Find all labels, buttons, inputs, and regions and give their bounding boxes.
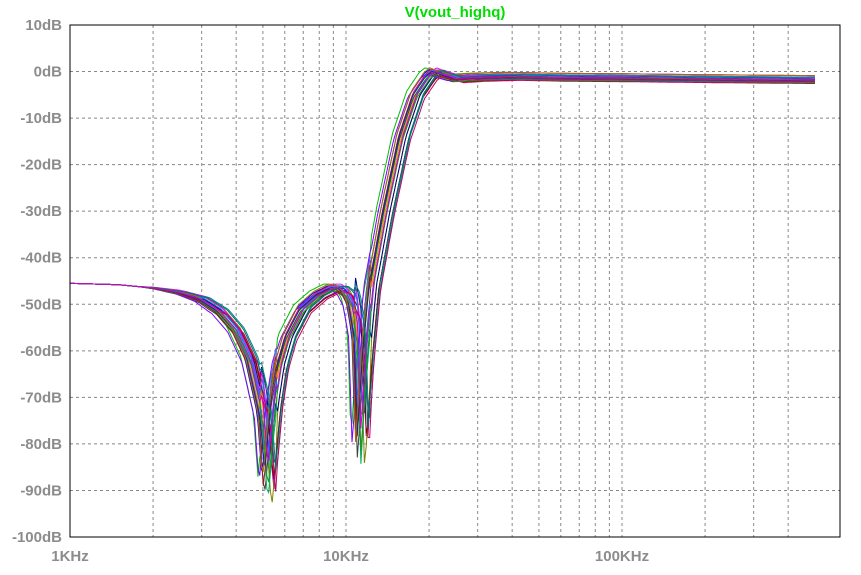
monte-carlo-run-curve xyxy=(69,68,815,454)
monte-carlo-run-curve xyxy=(69,72,815,448)
y-tick-label: 10dB xyxy=(25,17,62,34)
monte-carlo-run-curve xyxy=(69,71,815,495)
monte-carlo-run-curve xyxy=(69,73,815,476)
y-tick-label: -50dB xyxy=(20,296,62,313)
plot-frame xyxy=(69,24,841,538)
y-tick-label: 0dB xyxy=(34,64,63,81)
monte-carlo-run-curve xyxy=(69,67,815,473)
tick-labels: 10dB 0dB -10dB -20dB -30dB -40dB -50dB -60dB -70… xyxy=(12,17,649,565)
monte-carlo-run-curve xyxy=(69,72,815,461)
monte-carlo-run-curve xyxy=(69,73,815,490)
chart-title: V(vout_highq) xyxy=(405,4,506,21)
y-tick-label: -40dB xyxy=(20,250,62,267)
x-tick-label: 100KHz xyxy=(595,548,649,565)
monte-carlo-run-curve xyxy=(69,69,815,469)
y-tick-label: -60dB xyxy=(20,343,62,360)
y-tick-label: -70dB xyxy=(20,389,62,406)
monte-carlo-run-curve xyxy=(69,69,815,454)
y-tick-label: -10dB xyxy=(20,110,62,127)
monte-carlo-run-curve xyxy=(69,69,815,503)
monte-carlo-run-curve xyxy=(69,69,815,447)
monte-carlo-run-curve xyxy=(69,74,815,483)
y-tick-label: -30dB xyxy=(20,203,62,220)
monte-carlo-run-curve xyxy=(69,67,815,445)
x-tick-label: 10KHz xyxy=(323,548,369,565)
monte-carlo-run-curve xyxy=(69,69,815,471)
monte-carlo-run-curve xyxy=(69,69,815,464)
y-tick-label: -100dB xyxy=(12,529,62,546)
y-tick-label: -80dB xyxy=(20,436,62,453)
monte-carlo-run-curve xyxy=(69,69,815,470)
monte-carlo-run-curve xyxy=(69,70,815,466)
monte-carlo-curves xyxy=(69,67,815,503)
monte-carlo-run-curve xyxy=(69,72,815,486)
monte-carlo-run-curve xyxy=(69,75,815,492)
y-tick-label: -90dB xyxy=(20,482,62,499)
x-tick-label: 1KHz xyxy=(51,548,89,565)
monte-carlo-run-curve xyxy=(69,67,815,477)
monte-carlo-run-curve xyxy=(69,74,815,480)
monte-carlo-run-curve xyxy=(69,74,815,490)
monte-carlo-run-curve xyxy=(69,70,815,462)
y-tick-label: -20dB xyxy=(20,157,62,174)
grid xyxy=(70,25,840,537)
